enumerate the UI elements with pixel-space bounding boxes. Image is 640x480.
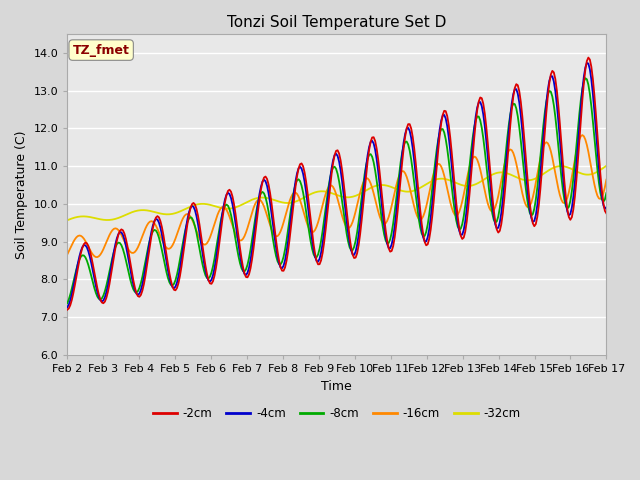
- X-axis label: Time: Time: [321, 380, 352, 393]
- Legend: -2cm, -4cm, -8cm, -16cm, -32cm: -2cm, -4cm, -8cm, -16cm, -32cm: [148, 403, 525, 425]
- Title: Tonzi Soil Temperature Set D: Tonzi Soil Temperature Set D: [227, 15, 447, 30]
- Y-axis label: Soil Temperature (C): Soil Temperature (C): [15, 130, 28, 259]
- Text: TZ_fmet: TZ_fmet: [73, 44, 129, 57]
